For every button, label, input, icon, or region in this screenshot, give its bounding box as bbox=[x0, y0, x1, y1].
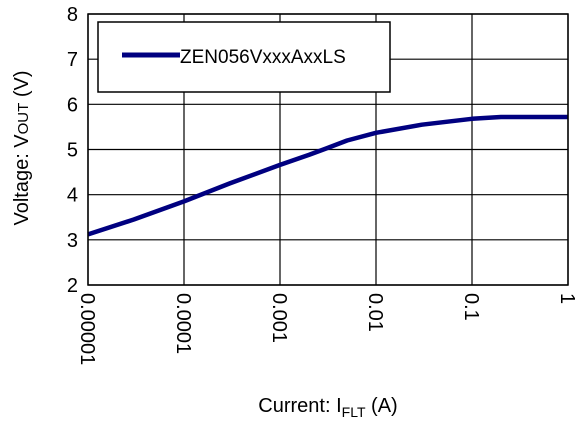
x-axis-label-sub: FLT bbox=[342, 404, 366, 420]
plot-frame bbox=[87, 13, 569, 286]
y-tick-label-4: 4 bbox=[67, 185, 78, 207]
x-tick-labels: 0.00001 0.0001 0.001 0.01 0.1 1 bbox=[76, 293, 578, 365]
y-tick-label-7: 7 bbox=[67, 49, 78, 71]
x-tick-label-0.001: 0.001 bbox=[268, 293, 290, 343]
x-tick-label-0.1: 0.1 bbox=[460, 293, 482, 321]
y-axis-label-unit: (V) bbox=[11, 70, 33, 102]
x-axis-label: Current: IFLT (A) bbox=[258, 395, 397, 420]
legend-label: ZEN056VxxxAxxLS bbox=[180, 47, 346, 68]
legend: ZEN056VxxxAxxLS bbox=[97, 21, 391, 93]
y-axis-label-main: Voltage: V bbox=[11, 134, 33, 226]
y-tick-label-8: 8 bbox=[67, 4, 78, 26]
y-tick-label-3: 3 bbox=[67, 230, 78, 252]
y-tick-label-6: 6 bbox=[67, 94, 78, 116]
x-tick-label-0.0001: 0.0001 bbox=[172, 293, 194, 354]
y-tick-labels: 2 3 4 5 6 7 8 bbox=[67, 4, 78, 297]
series-line-0 bbox=[87, 114, 568, 237]
x-tick-label-0.00001: 0.00001 bbox=[76, 293, 98, 365]
x-tick-label-1: 1 bbox=[556, 293, 578, 304]
x-axis-label-unit: (A) bbox=[366, 395, 398, 417]
series-layer bbox=[87, 114, 568, 237]
y-tick-label-2: 2 bbox=[67, 275, 78, 297]
y-tick-label-5: 5 bbox=[67, 140, 78, 162]
y-axis-label-sub: OUT bbox=[15, 103, 32, 135]
y-axis-label: Voltage: VOUT (V) bbox=[11, 70, 33, 225]
x-tick-label-0.01: 0.01 bbox=[364, 293, 386, 332]
x-axis-label-main: Current: I bbox=[258, 395, 341, 417]
